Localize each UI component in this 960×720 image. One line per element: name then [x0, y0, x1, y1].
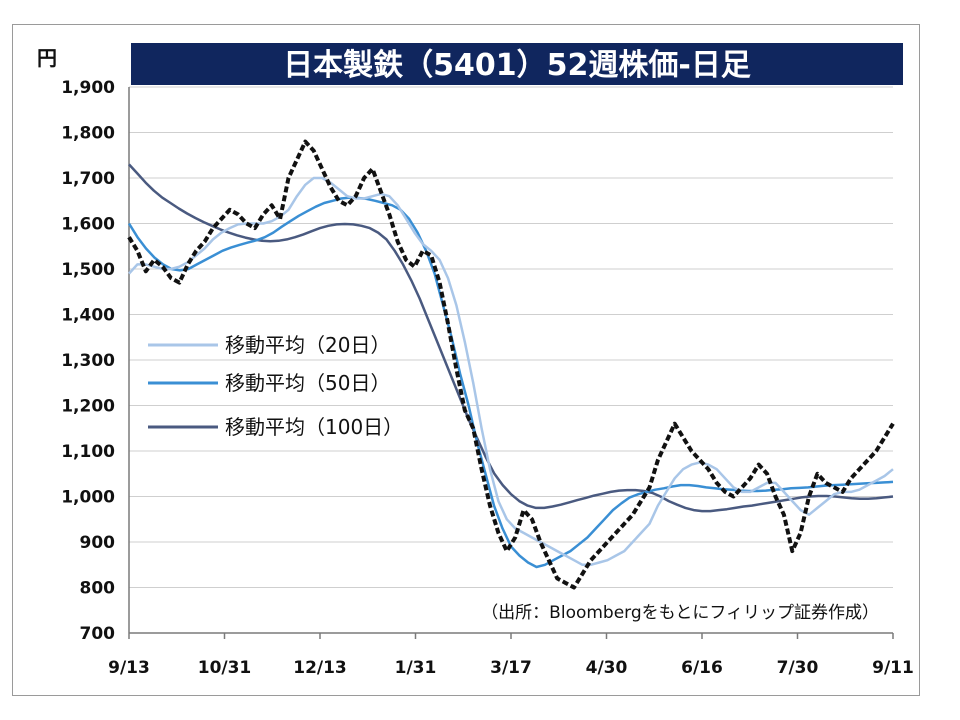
y-tick-label: 1,900	[61, 78, 115, 98]
y-tick-label: 1,600	[61, 215, 115, 235]
series-line-0	[127, 139, 895, 590]
grid-layer	[128, 86, 893, 634]
source-note: （出所：Bloombergをもとにフィリップ証券作成）	[481, 603, 879, 623]
y-tick-label: 1,000	[61, 488, 115, 508]
chart-frame: 日本製鉄（5401）52週株価-日足 円 1,900 1,800 1,700 1,60…	[12, 24, 920, 696]
y-tick-label: 900	[80, 533, 116, 553]
x-axis-ticks: 9/13 10/31 12/13 1/31 3/17 4/30 6/16 7/30 9/11	[108, 633, 914, 678]
y-tick-label: 1,800	[61, 124, 115, 144]
x-tick-label: 12/13	[293, 658, 347, 678]
stock-chart: 日本製鉄（5401）52週株価-日足 円 1,900 1,800 1,700 1,60…	[37, 43, 914, 678]
x-tick-label: 9/13	[108, 658, 150, 678]
x-tick-label: 6/16	[681, 658, 723, 678]
legend: 移動平均（20日） 移動平均（50日） 移動平均（100日）	[148, 333, 403, 439]
x-tick-label: 10/31	[198, 658, 252, 678]
y-tick-label: 1,700	[61, 169, 115, 189]
x-tick-label: 4/30	[586, 658, 628, 678]
y-tick-label: 1,400	[61, 306, 115, 326]
legend-label-ma20: 移動平均（20日）	[225, 333, 390, 357]
x-tick-label: 9/11	[872, 658, 914, 678]
y-axis-ticks: 1,900 1,800 1,700 1,600 1,500 1,400 1,300 1,200…	[61, 78, 115, 644]
y-tick-label: 1,200	[61, 397, 115, 417]
y-tick-label: 1,300	[61, 351, 115, 371]
x-tick-label: 3/17	[490, 658, 532, 678]
series-layer	[127, 139, 895, 590]
x-tick-label: 1/31	[395, 658, 437, 678]
y-tick-label: 1,500	[61, 260, 115, 280]
title-bar	[131, 43, 903, 85]
legend-label-ma100: 移動平均（100日）	[225, 415, 403, 439]
y-tick-label: 800	[80, 579, 116, 599]
y-tick-label: 1,100	[61, 442, 115, 462]
chart-title: 日本製鉄（5401）52週株価-日足	[283, 48, 751, 83]
x-tick-label: 7/30	[777, 658, 819, 678]
legend-label-ma50: 移動平均（50日）	[225, 371, 390, 395]
y-unit-label: 円	[37, 46, 57, 70]
y-tick-label: 700	[80, 624, 116, 644]
